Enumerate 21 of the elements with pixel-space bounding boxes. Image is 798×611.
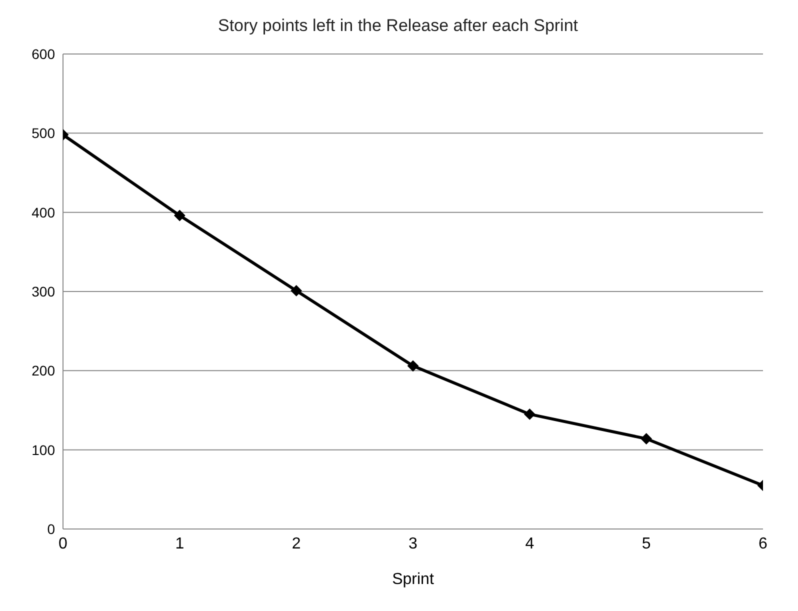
- point: [524, 408, 536, 420]
- y-tick-label: 100: [32, 442, 56, 458]
- point: [174, 210, 186, 221]
- point: [290, 285, 302, 296]
- x-axis-title: Sprint: [392, 571, 434, 588]
- x-tick-label: 0: [58, 535, 68, 552]
- chart-title: Story points left in the Release after each Sprint: [216, 15, 580, 37]
- y-tick-label: 300: [32, 283, 56, 300]
- x-tick-label: 6: [758, 535, 768, 552]
- y-tick-label: 400: [32, 204, 56, 220]
- point: [408, 360, 418, 372]
- y-tick-label: 200: [32, 362, 56, 379]
- y-tick-label: 500: [32, 125, 56, 142]
- point: [640, 433, 652, 444]
- x-tick-label: 2: [292, 535, 301, 552]
- y-tick-label: 0: [47, 520, 56, 537]
- x-tick-label: 1: [175, 535, 184, 552]
- x-tick-label: 5: [642, 535, 651, 552]
- x-tick-label: 4: [525, 535, 534, 552]
- y-tick-label: 600: [32, 46, 56, 62]
- x-tick-label: 3: [408, 535, 418, 552]
